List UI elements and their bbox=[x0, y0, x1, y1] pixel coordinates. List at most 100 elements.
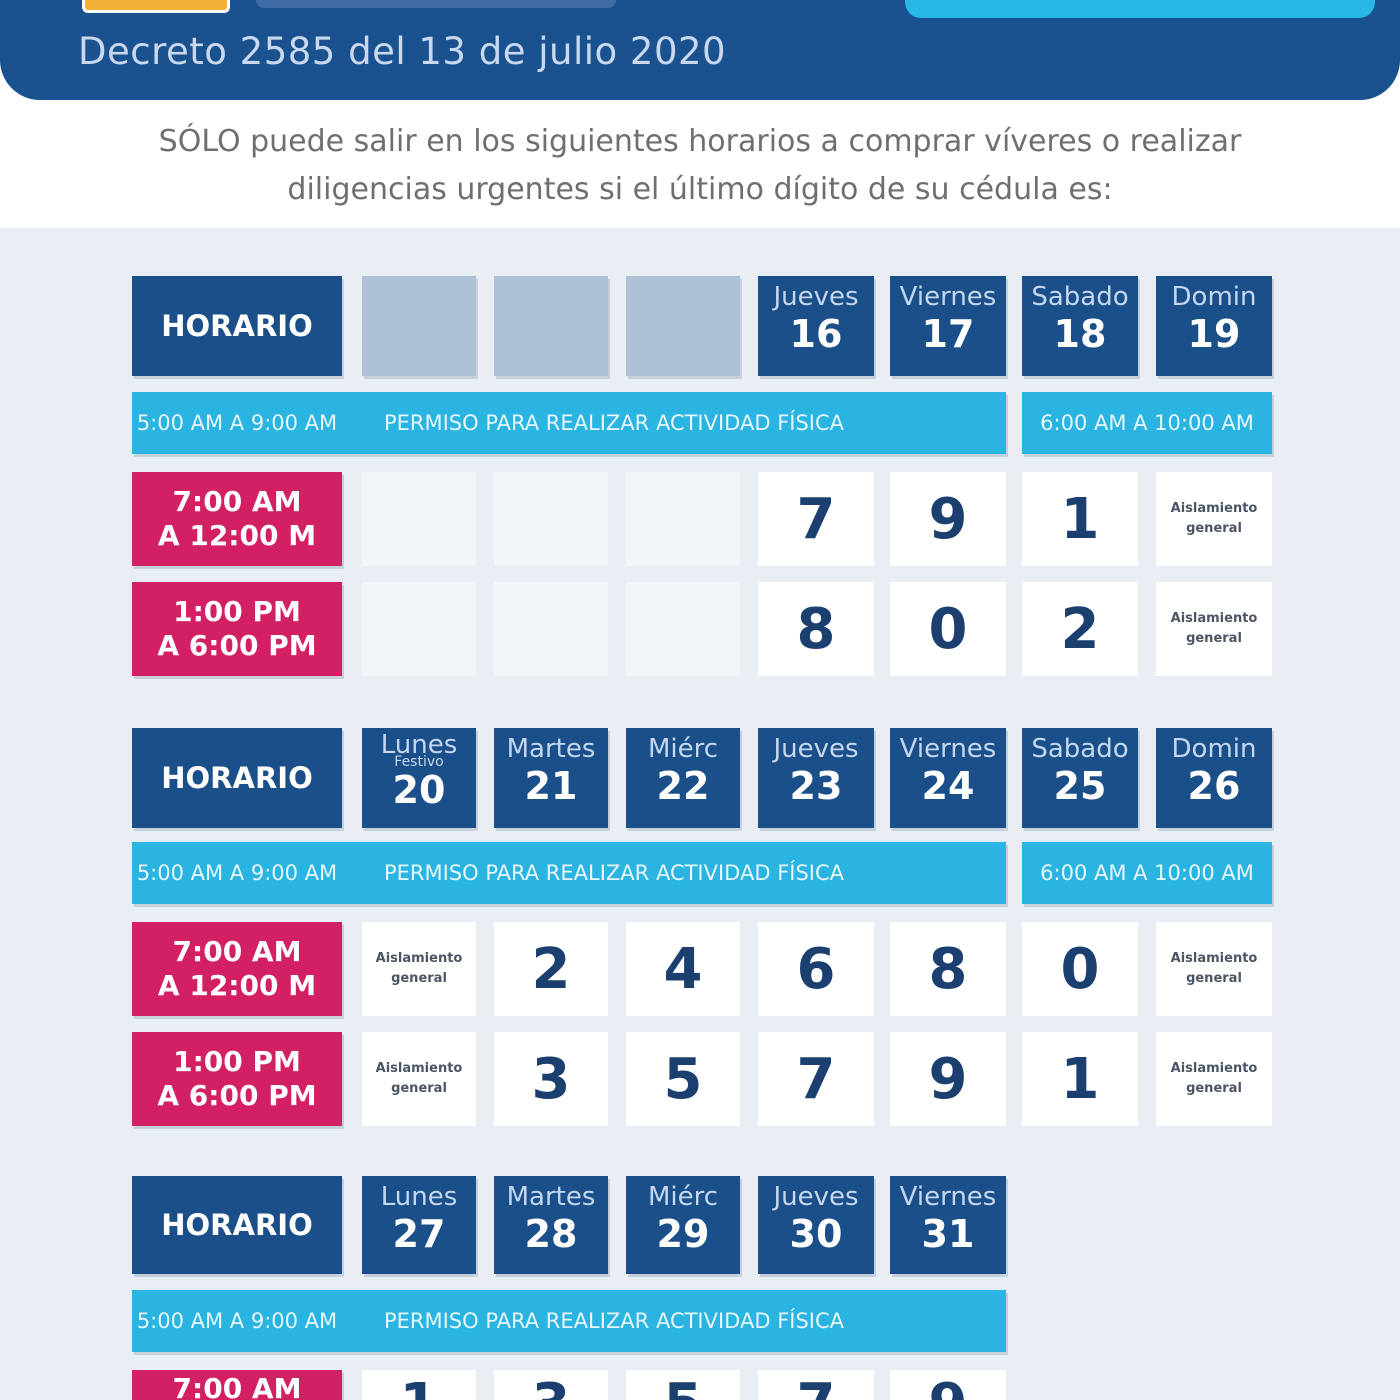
aislamiento-cell: Aislamiento general bbox=[362, 1032, 476, 1126]
day-name: Viernes bbox=[899, 1182, 997, 1212]
band-time: 5:00 AM A 9:00 AM bbox=[136, 1309, 338, 1333]
activity-band-weekend: 6:00 AM A 10:00 AM bbox=[1022, 392, 1272, 454]
decree-text: Decreto 2585 del 13 de julio 2020 bbox=[78, 30, 727, 73]
day-header: Sabado 25 bbox=[1022, 728, 1138, 828]
band-text: PERMISO PARA REALIZAR ACTIVIDAD FÍSICA bbox=[383, 411, 845, 435]
value-cell-blank bbox=[362, 582, 476, 676]
aislamiento-line-2: general bbox=[1186, 521, 1242, 536]
digit-cell: 9 bbox=[890, 1370, 1006, 1400]
day-number: 30 bbox=[789, 1212, 843, 1256]
logo-icon bbox=[82, 0, 230, 13]
day-name: Martes bbox=[506, 1182, 596, 1212]
day-number: 18 bbox=[1053, 312, 1107, 356]
day-number: 29 bbox=[656, 1212, 710, 1256]
day-header: Miérc 22 bbox=[626, 728, 740, 828]
day-name: Sabado bbox=[1031, 282, 1129, 312]
digit-cell: 9 bbox=[890, 1032, 1006, 1126]
day-header: Sabado 18 bbox=[1022, 276, 1138, 376]
digit-cell: 2 bbox=[1022, 582, 1138, 676]
day-name: Domin bbox=[1171, 282, 1257, 312]
digit-cell: 9 bbox=[890, 472, 1006, 566]
value-cell-blank bbox=[494, 582, 608, 676]
day-name: Lunes bbox=[380, 730, 458, 760]
day-number: 27 bbox=[392, 1212, 446, 1256]
day-header: Domin 26 bbox=[1156, 728, 1272, 828]
day-number: 21 bbox=[524, 764, 578, 808]
band-time: 5:00 AM A 9:00 AM bbox=[136, 411, 338, 435]
slot-start: 1:00 PM bbox=[173, 1045, 301, 1078]
day-number: 20 bbox=[392, 768, 446, 812]
slot-start: 7:00 AM bbox=[172, 485, 302, 518]
day-header-empty bbox=[494, 276, 608, 376]
aislamiento-line-2: general bbox=[1186, 631, 1242, 646]
day-number: 16 bbox=[789, 312, 843, 356]
band-text: PERMISO PARA REALIZAR ACTIVIDAD FÍSICA bbox=[383, 861, 845, 885]
day-header: Martes 28 bbox=[494, 1176, 608, 1274]
time-slot-afternoon: 1:00 PM A 6:00 PM bbox=[132, 1032, 342, 1126]
aislamiento-line-1: Aislamiento bbox=[1170, 611, 1258, 626]
slot-end: A 6:00 PM bbox=[157, 1079, 317, 1112]
day-number: 17 bbox=[921, 312, 975, 356]
aislamiento-line-2: general bbox=[391, 971, 447, 986]
band-time-weekend: 6:00 AM A 10:00 AM bbox=[1040, 411, 1254, 435]
day-header: Miérc 29 bbox=[626, 1176, 740, 1274]
digit-cell: 7 bbox=[758, 1032, 874, 1126]
day-header-empty bbox=[626, 276, 740, 376]
time-slot-morning: 7:00 AM A 12:00 M bbox=[132, 922, 342, 1016]
slot-start: 7:00 AM bbox=[172, 935, 302, 968]
activity-band: 5:00 AM A 9:00 AM PERMISO PARA REALIZAR … bbox=[132, 392, 1006, 454]
day-name: Sabado bbox=[1031, 734, 1129, 764]
header-title-cropped bbox=[256, 0, 616, 8]
day-name: Martes bbox=[506, 734, 596, 764]
day-header: Domin 19 bbox=[1156, 276, 1272, 376]
day-number: 19 bbox=[1187, 312, 1241, 356]
day-name: Jueves bbox=[773, 734, 859, 764]
horario-header: HORARIO bbox=[132, 1176, 342, 1274]
activity-band: 5:00 AM A 9:00 AM PERMISO PARA REALIZAR … bbox=[132, 842, 1006, 904]
day-number: 22 bbox=[656, 764, 710, 808]
intro-line-2: diligencias urgentes si el último dígito… bbox=[287, 172, 1113, 207]
digit-cell: 4 bbox=[626, 922, 740, 1016]
day-header: Viernes 31 bbox=[890, 1176, 1006, 1274]
digit-cell: 5 bbox=[626, 1370, 740, 1400]
day-header-empty bbox=[362, 276, 476, 376]
time-slot-morning: 7:00 AM bbox=[132, 1370, 342, 1400]
time-slot-morning: 7:00 AM A 12:00 M bbox=[132, 472, 342, 566]
aislamiento-line-2: general bbox=[1186, 971, 1242, 986]
aislamiento-line-1: Aislamiento bbox=[1170, 501, 1258, 516]
day-header: Lunes Festivo 20 bbox=[362, 728, 476, 828]
digit-cell: 7 bbox=[758, 1370, 874, 1400]
day-name: Domin bbox=[1171, 734, 1257, 764]
intro-text: SÓLO puede salir en los siguientes horar… bbox=[0, 118, 1400, 214]
aislamiento-line-2: general bbox=[1186, 1081, 1242, 1096]
day-name: Jueves bbox=[773, 282, 859, 312]
aislamiento-cell: Aislamiento general bbox=[1156, 472, 1272, 566]
digit-cell: 7 bbox=[758, 472, 874, 566]
digit-cell: 0 bbox=[890, 582, 1006, 676]
digit-cell: 1 bbox=[362, 1370, 476, 1400]
day-number: 23 bbox=[789, 764, 843, 808]
day-number: 24 bbox=[921, 764, 975, 808]
day-number: 31 bbox=[921, 1212, 975, 1256]
day-note: Festivo bbox=[394, 754, 444, 770]
aislamiento-cell: Aislamiento general bbox=[1156, 922, 1272, 1016]
digit-cell: 3 bbox=[494, 1370, 608, 1400]
slot-end: A 12:00 M bbox=[157, 519, 317, 552]
day-header: Jueves 23 bbox=[758, 728, 874, 828]
aislamiento-cell: Aislamiento general bbox=[1156, 582, 1272, 676]
day-number: 26 bbox=[1187, 764, 1241, 808]
aislamiento-line-1: Aislamiento bbox=[375, 1061, 463, 1076]
slot-end: A 6:00 PM bbox=[157, 629, 317, 662]
aislamiento-line-2: general bbox=[391, 1081, 447, 1096]
day-name: Lunes bbox=[380, 1182, 458, 1212]
day-name: Miérc bbox=[647, 734, 719, 764]
horario-header: HORARIO bbox=[132, 276, 342, 376]
digit-cell: 1 bbox=[1022, 1032, 1138, 1126]
value-cell-blank bbox=[362, 472, 476, 566]
aislamiento-cell: Aislamiento general bbox=[1156, 1032, 1272, 1126]
aislamiento-line-1: Aislamiento bbox=[375, 951, 463, 966]
header-badge bbox=[905, 0, 1375, 18]
day-name: Viernes bbox=[899, 282, 997, 312]
band-time-weekend: 6:00 AM A 10:00 AM bbox=[1040, 861, 1254, 885]
header-strip: Decreto 2585 del 13 de julio 2020 bbox=[0, 0, 1400, 100]
